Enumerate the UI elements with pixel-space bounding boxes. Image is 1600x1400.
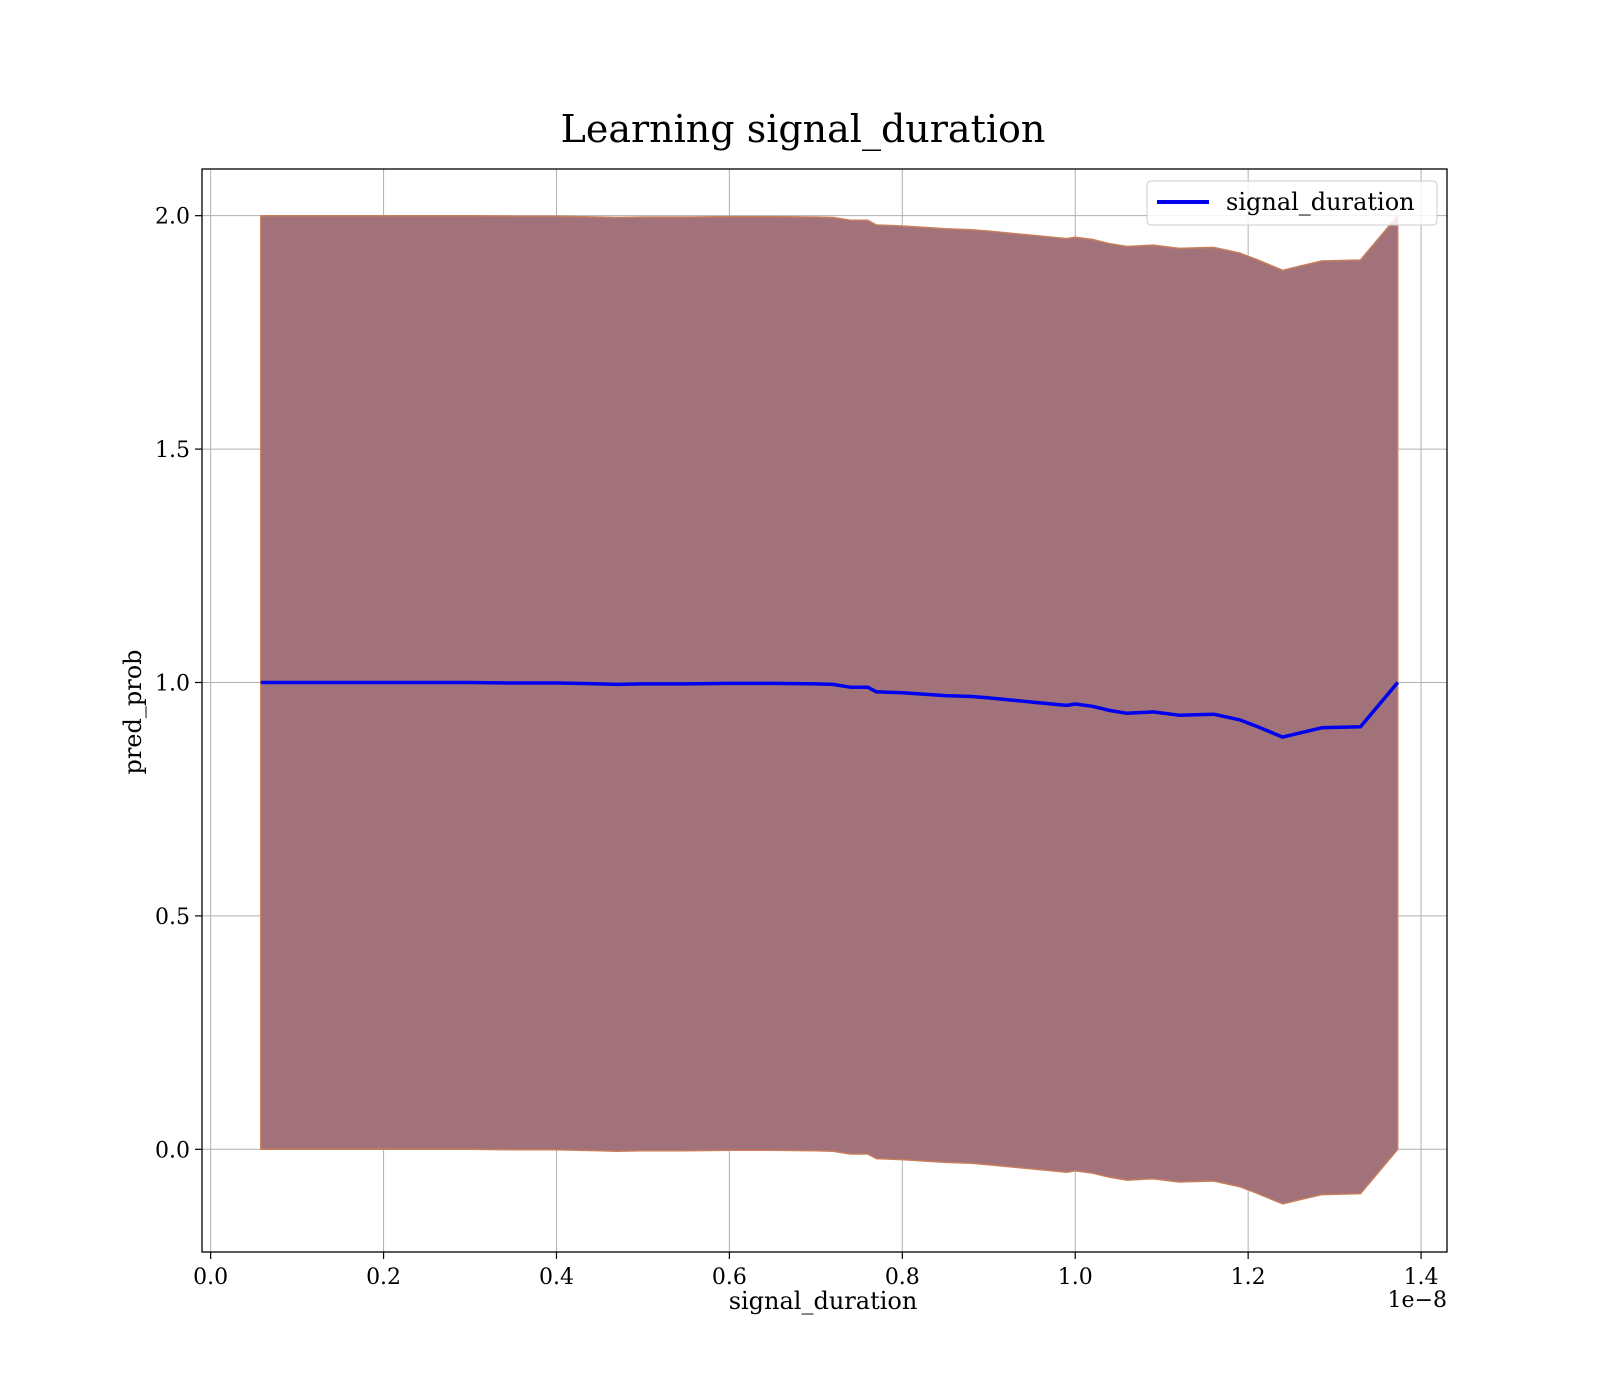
x-tick-label: 0.0	[193, 1265, 228, 1290]
x-tick-label: 1.4	[1404, 1265, 1439, 1290]
legend: signal_duration	[1146, 180, 1438, 226]
x-tick-label: 0.8	[885, 1265, 920, 1290]
y-axis-label: pred_prob	[119, 649, 147, 774]
y-tick-label: 1.5	[155, 438, 190, 463]
x-axis-label: signal_duration	[729, 1287, 918, 1315]
y-tick-label: 1.0	[155, 671, 190, 696]
legend-label-signal-duration: signal_duration	[1226, 188, 1415, 216]
plot-frame	[201, 168, 1448, 1253]
y-tick-label: 0.5	[155, 905, 190, 930]
legend-box	[1146, 180, 1438, 226]
y-tick-label: 0.0	[155, 1138, 190, 1163]
series-line-signal-duration	[260, 680, 1400, 739]
x-axis-offset-label: 1e−8	[1388, 1288, 1447, 1313]
x-tick-label: 1.2	[1231, 1265, 1266, 1290]
chart-title: Learning signal_duration	[561, 107, 1046, 152]
x-tick-label: 0.6	[712, 1265, 747, 1290]
confidence-band	[260, 213, 1399, 1205]
y-tick-label: 2.0	[155, 205, 190, 230]
x-tick-label: 1.0	[1058, 1265, 1093, 1290]
x-tick-label: 0.4	[539, 1265, 574, 1290]
x-tick-label: 0.2	[366, 1265, 401, 1290]
y-axis: 0.0 0.5 1.0 1.5 2.0	[155, 205, 202, 1163]
x-axis: 0.0 0.2 0.4 0.6 0.8 1.0 1.2 1.4	[193, 1252, 1439, 1290]
